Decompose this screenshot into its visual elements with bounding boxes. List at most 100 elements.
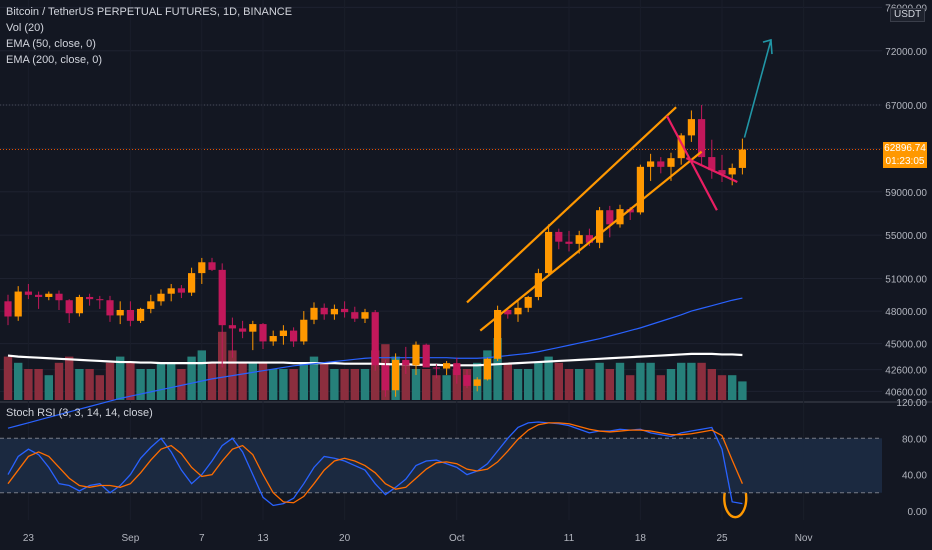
candle-body bbox=[606, 210, 614, 225]
volume-bar bbox=[524, 369, 533, 400]
volume-bar bbox=[452, 369, 461, 400]
currency-unit[interactable]: USDT bbox=[890, 8, 926, 22]
volume-bar bbox=[605, 369, 614, 400]
date-tick-label: Sep bbox=[122, 533, 140, 544]
candle bbox=[218, 263, 226, 368]
candle bbox=[106, 295, 114, 322]
candle-body bbox=[667, 158, 675, 167]
ema50-label[interactable]: EMA (50, close, 0) bbox=[6, 38, 96, 50]
candle-body bbox=[412, 344, 420, 366]
breakout-arrow bbox=[743, 39, 772, 138]
candle-body bbox=[228, 325, 236, 329]
candle bbox=[259, 323, 267, 350]
rsi-band bbox=[0, 438, 882, 493]
candle-body bbox=[300, 319, 308, 342]
grid-lines bbox=[0, 6, 932, 403]
candle bbox=[269, 330, 277, 346]
candle bbox=[514, 300, 522, 322]
candle bbox=[718, 154, 726, 183]
candle-body bbox=[494, 309, 502, 359]
candle bbox=[239, 320, 247, 339]
candle bbox=[290, 327, 298, 347]
candle-body bbox=[45, 293, 53, 297]
candle-body bbox=[55, 293, 63, 301]
candle-body bbox=[167, 288, 175, 294]
candle-body bbox=[483, 358, 491, 380]
volume-bar bbox=[167, 362, 176, 400]
volume-bar bbox=[44, 375, 53, 400]
candle bbox=[188, 267, 196, 296]
volume-bar bbox=[34, 369, 43, 400]
candle-body bbox=[310, 307, 318, 320]
price-tick-label: 48000.00 bbox=[885, 307, 927, 318]
candle-body bbox=[596, 210, 604, 243]
candle bbox=[412, 341, 420, 376]
date-tick-label: 25 bbox=[716, 533, 728, 544]
candle bbox=[86, 293, 94, 306]
candle-body bbox=[157, 293, 165, 302]
stoch-k-line bbox=[7, 421, 743, 507]
candle-body bbox=[126, 309, 134, 321]
candle-body bbox=[116, 309, 124, 316]
candle bbox=[75, 294, 83, 317]
candle-body bbox=[738, 149, 746, 168]
countdown-timer: 01:23:05 bbox=[885, 155, 925, 167]
volume-bar bbox=[299, 362, 308, 400]
volume-bar bbox=[564, 369, 574, 400]
volume-bar bbox=[269, 369, 278, 400]
candle-body bbox=[585, 235, 593, 243]
volume-bar bbox=[330, 369, 339, 400]
volume-bar bbox=[371, 350, 380, 400]
volume-bar bbox=[595, 362, 604, 400]
candle-body bbox=[320, 307, 328, 315]
candle bbox=[432, 364, 440, 379]
candle-body bbox=[208, 262, 216, 270]
candle bbox=[279, 325, 287, 345]
candle bbox=[24, 283, 32, 300]
candle bbox=[738, 138, 746, 175]
candle bbox=[228, 317, 236, 358]
ema200-label[interactable]: EMA (200, close, 0) bbox=[6, 54, 102, 66]
rsi-tick-label: 40.00 bbox=[902, 471, 927, 482]
symbol-title[interactable]: Bitcoin / TetherUS PERPETUAL FUTURES, 1D… bbox=[6, 6, 293, 18]
price-tick-label: 59000.00 bbox=[885, 188, 927, 199]
candle-body bbox=[259, 324, 267, 342]
volume-bar bbox=[146, 369, 155, 400]
candle-body bbox=[96, 299, 104, 301]
volume-bar bbox=[697, 362, 706, 400]
rsi-tick-label: 0.00 bbox=[908, 507, 928, 518]
volume-bar bbox=[258, 362, 268, 400]
candle bbox=[677, 133, 685, 165]
volume-bar bbox=[54, 362, 64, 400]
volume-bar bbox=[177, 369, 186, 400]
volume-bar bbox=[544, 356, 553, 400]
candle bbox=[708, 139, 716, 179]
candle bbox=[198, 257, 206, 284]
candle-body bbox=[279, 330, 287, 337]
candle bbox=[687, 110, 695, 142]
rsi-tick-label: 120.00 bbox=[896, 398, 927, 409]
candle-body bbox=[463, 375, 471, 386]
candle-body bbox=[86, 296, 94, 300]
volume-bars bbox=[3, 331, 747, 400]
date-tick-label: Nov bbox=[795, 533, 813, 544]
candle-body bbox=[657, 161, 665, 167]
candle-body bbox=[565, 241, 573, 244]
volume-bar bbox=[422, 369, 431, 400]
candle bbox=[341, 301, 349, 318]
volume-bar bbox=[738, 381, 747, 400]
vol-label[interactable]: Vol (20) bbox=[6, 22, 44, 34]
candle-body bbox=[330, 308, 338, 315]
candle bbox=[606, 205, 614, 238]
stoch-rsi-label[interactable]: Stoch RSI (3, 3, 14, 14, close) bbox=[6, 407, 153, 419]
date-tick-label: 23 bbox=[23, 533, 35, 544]
candle-body bbox=[677, 135, 685, 159]
candle-body bbox=[65, 300, 73, 314]
candle bbox=[35, 291, 43, 309]
candle bbox=[300, 311, 308, 345]
channel-upper-line bbox=[466, 106, 677, 304]
candle bbox=[351, 306, 359, 322]
candle-body bbox=[636, 166, 644, 213]
volume-bar bbox=[136, 369, 145, 400]
